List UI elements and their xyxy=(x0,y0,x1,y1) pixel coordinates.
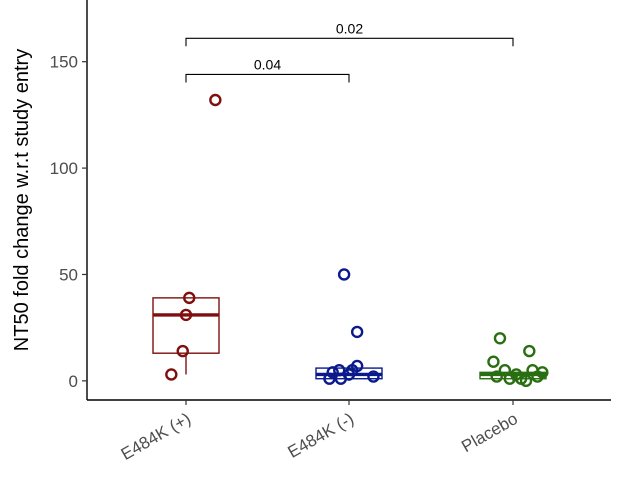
data-point xyxy=(179,308,193,322)
data-point xyxy=(493,332,507,345)
y-axis-title: NT50 fold change w.r.t study entry xyxy=(11,49,33,351)
data-point xyxy=(487,355,500,368)
data-point xyxy=(165,368,178,381)
y-tick-label: 100 xyxy=(50,159,78,178)
axes xyxy=(86,0,611,401)
x-tick-label: Placebo xyxy=(458,409,521,456)
y-tick-label: 150 xyxy=(50,53,78,72)
data-point xyxy=(367,370,380,383)
data-point xyxy=(342,368,356,381)
data-point xyxy=(503,372,516,385)
y-tick-label: 0 xyxy=(69,372,78,391)
data-point xyxy=(337,268,351,281)
data-points xyxy=(165,93,549,388)
data-point xyxy=(523,344,536,358)
x-ticks: E484K (+) E484K (-) Placebo xyxy=(118,400,521,464)
data-point xyxy=(350,325,364,339)
bracket: 0.02 xyxy=(185,20,514,47)
p-value-label: 0.02 xyxy=(336,20,363,36)
box-iqr xyxy=(152,297,220,354)
boxplot xyxy=(152,297,220,375)
data-point xyxy=(323,372,336,385)
data-point xyxy=(183,291,196,305)
data-point xyxy=(209,93,222,107)
bracket-line xyxy=(185,37,514,47)
data-point xyxy=(519,374,533,388)
p-value-label: 0.04 xyxy=(254,56,281,72)
bracket-line xyxy=(185,73,350,83)
data-point xyxy=(176,344,189,358)
significance-brackets: 0.04 0.02 xyxy=(185,20,514,83)
bracket: 0.04 xyxy=(185,56,350,83)
x-tick-label: E484K (-) xyxy=(284,409,357,462)
y-ticks: 0 50 100 150 xyxy=(50,53,87,391)
x-tick-label: E484K (+) xyxy=(118,409,194,464)
data-point xyxy=(333,364,346,377)
data-point xyxy=(326,366,339,379)
data-point xyxy=(536,366,549,379)
y-tick-label: 50 xyxy=(59,265,78,284)
data-point xyxy=(490,370,503,383)
